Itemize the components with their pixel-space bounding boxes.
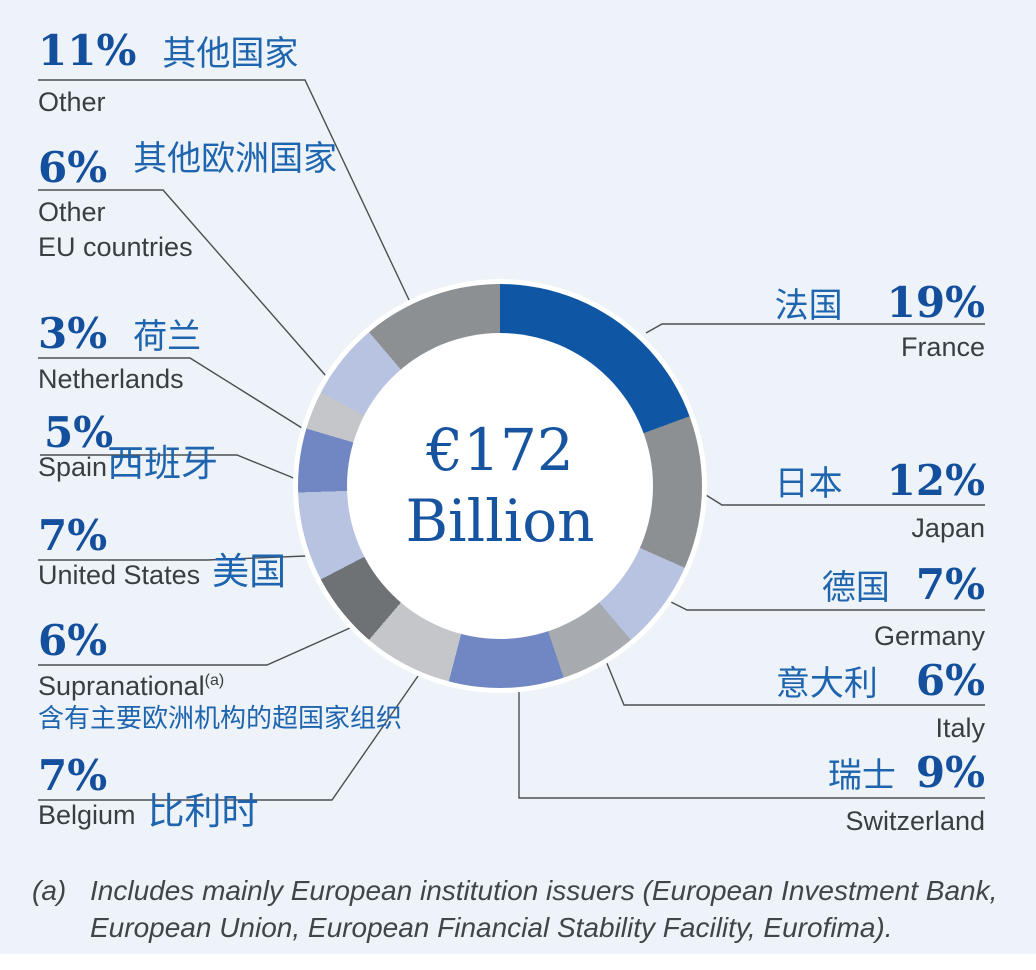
label-germany: 德国 7% xyxy=(821,560,985,609)
label-italy: 意大利 6% xyxy=(775,656,985,705)
united-states-zh: 美国 xyxy=(212,550,287,593)
supranational-en-text: Supranational xyxy=(38,671,205,701)
united-states-pct: 7% xyxy=(38,511,108,560)
italy-pct: 6% xyxy=(915,656,985,705)
france-pct: 19% xyxy=(886,278,985,327)
other-zh: 其他国家 xyxy=(162,34,299,74)
italy-zh: 意大利 xyxy=(775,664,878,704)
footnote-marker: (a) xyxy=(32,875,67,906)
netherlands-en: Netherlands xyxy=(38,364,184,394)
footnote: (a) Includes mainly European institution… xyxy=(32,872,997,946)
japan-zh: 日本 xyxy=(774,464,843,504)
label-other-eu: 6% 其他欧洲国家 xyxy=(38,140,337,192)
germany-zh: 德国 xyxy=(821,568,890,608)
supranational-zh: 含有主要欧洲机构的超国家组织 xyxy=(38,704,403,734)
netherlands-pct: 3% xyxy=(38,309,108,358)
label-belgium: Belgium 比利时 xyxy=(38,790,259,833)
label-japan: 日本 12% xyxy=(774,456,985,505)
netherlands-zh: 荷兰 xyxy=(133,317,202,357)
other-en: Other xyxy=(38,87,106,117)
label-netherlands: 3% 荷兰 xyxy=(38,309,202,358)
france-zh: 法国 xyxy=(774,286,843,326)
supranational-pct: 6% xyxy=(38,616,108,665)
other-eu-zh: 其他欧洲国家 xyxy=(133,139,338,179)
center-amount: €172 xyxy=(426,416,574,485)
other-eu-en-line1: Other xyxy=(38,197,106,227)
label-other: 11% 其他国家 xyxy=(38,26,299,75)
supranational-en: Supranational(a) xyxy=(38,670,224,702)
donut-center: €172 Billion xyxy=(347,333,653,639)
germany-en: Germany xyxy=(873,621,985,651)
japan-en: Japan xyxy=(911,513,985,543)
france-en: France xyxy=(900,332,985,362)
supranational-footnote-marker: (a) xyxy=(204,672,225,689)
label-france: 法国 19% xyxy=(774,278,985,327)
germany-pct: 7% xyxy=(915,560,985,609)
italy-en: Italy xyxy=(935,713,985,743)
switzerland-pct: 9% xyxy=(915,748,985,797)
footnote-line2: European Union, European Financial Stabi… xyxy=(90,912,893,943)
japan-pct: 12% xyxy=(886,456,985,505)
spain-en: Spain xyxy=(38,452,108,482)
spain-zh: 西班牙 xyxy=(107,442,219,485)
spain-pct: 5% xyxy=(44,408,114,457)
belgium-zh: 比利时 xyxy=(147,790,259,833)
united-states-en: United States xyxy=(38,560,201,590)
other-eu-en-line2: EU countries xyxy=(38,232,193,262)
label-spain: Spain 西班牙 xyxy=(38,442,219,485)
other-eu-pct: 6% xyxy=(38,143,108,192)
label-united-states: United States 美国 xyxy=(38,550,287,593)
belgium-en: Belgium xyxy=(38,800,136,830)
belgium-pct: 7% xyxy=(38,751,108,800)
center-unit: Billion xyxy=(405,487,595,555)
other-pct: 11% xyxy=(38,26,137,75)
footnote-line1: Includes mainly European institution iss… xyxy=(90,875,998,906)
footnote-text: Includes mainly European institution iss… xyxy=(90,872,997,946)
switzerland-en: Switzerland xyxy=(845,806,985,836)
bottom-strip xyxy=(0,954,1036,970)
label-switzerland: 瑞士 9% xyxy=(827,748,985,797)
switzerland-zh: 瑞士 xyxy=(827,756,896,796)
